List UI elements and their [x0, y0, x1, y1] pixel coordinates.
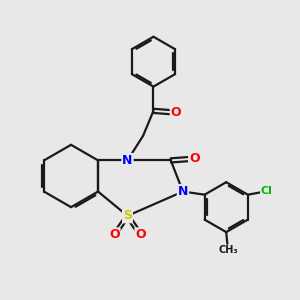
Text: O: O [171, 106, 181, 119]
Text: CH₃: CH₃ [218, 245, 238, 255]
Text: N: N [178, 185, 188, 198]
Text: O: O [109, 228, 120, 242]
Text: S: S [123, 209, 132, 222]
Text: O: O [189, 152, 200, 165]
Text: N: N [122, 154, 133, 167]
Text: O: O [135, 228, 146, 242]
Text: Cl: Cl [261, 186, 273, 196]
